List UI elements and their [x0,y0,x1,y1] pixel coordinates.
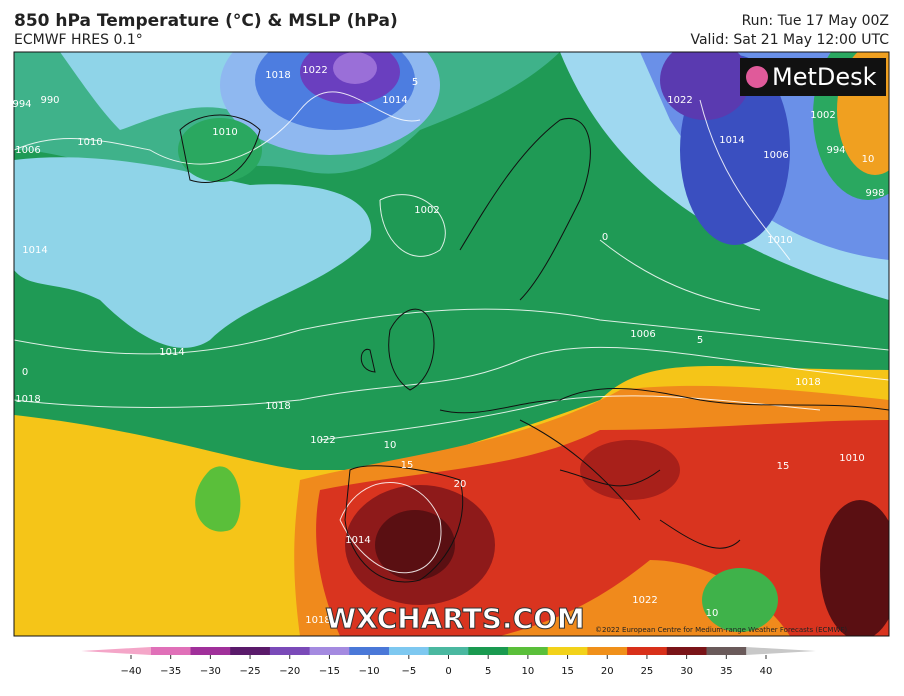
colorbar-tick-label: −15 [319,666,340,677]
isotherm-label: 5 [412,77,418,88]
colorbar-segment [508,647,549,655]
isobar-label: 1014 [345,535,370,546]
colorbar-tick-label: 40 [760,666,773,677]
isotherm-label: 20 [454,479,467,490]
colorbar-tick-label: 20 [601,666,614,677]
isobar-label: 998 [865,188,884,199]
colorbar-tick-label: 30 [680,666,693,677]
colorbar-segment [190,647,231,655]
isobar-label: 994 [12,99,31,110]
valid-time: Valid: Sat 21 May 12:00 UTC [690,32,889,48]
title: 850 hPa Temperature (°C) & MSLP (hPa) [14,11,398,31]
isobar-label: 1014 [22,245,47,256]
colorbar-tick-label: 15 [561,666,574,677]
isobar-label: 1010 [839,453,864,464]
isobar-label: 1014 [382,95,407,106]
isobar-label: 1006 [763,150,788,161]
colorbar-tick-label: −20 [279,666,300,677]
run-time: Run: Tue 17 May 00Z [742,13,889,29]
colorbar-segment [349,647,390,655]
colorbar-tick-label: −10 [359,666,380,677]
colorbar-segment [309,647,350,655]
colorbar-segment [587,647,628,655]
colorbar-tick-label: −35 [160,666,181,677]
logo-icon [746,66,768,88]
isotherm-label: 15 [401,460,414,471]
colorbar-segment [706,647,747,655]
colorbar-tick-label: −25 [240,666,261,677]
logo: MetDesk [772,63,877,91]
isobar-label: 1010 [212,127,237,138]
isotherm-label: 10 [384,440,397,451]
subtitle: ECMWF HRES 0.1° [14,32,143,48]
colorbar-tick-label: 25 [641,666,654,677]
isobar-label: 1018 [795,377,820,388]
isotherm-label: 5 [697,335,703,346]
colorbar-segment [230,647,271,655]
isobar-label: 1018 [305,615,330,626]
isotherm-label: 15 [777,461,790,472]
isobar-label: 990 [40,95,59,106]
isobar-label: 1014 [719,135,744,146]
isobar-label: 994 [826,145,845,156]
colorbar-segment [547,647,588,655]
isotherm-label: 10 [706,608,719,619]
isobar-label: 1022 [302,65,327,76]
colorbar-segment [388,647,430,655]
isobar-label: 1022 [310,435,335,446]
isobar-label: 1014 [159,347,184,358]
map [14,52,889,636]
colorbar-tick-label: 35 [720,666,733,677]
map-frame [13,51,890,637]
colorbar-segment [468,647,509,655]
isobar-label: 1018 [15,394,40,405]
isotherm-label: 0 [602,232,608,243]
isobar-label: 1010 [767,235,792,246]
colorbar-tick-label: 0 [445,666,451,677]
colorbar-tick-label: 5 [485,666,491,677]
colorbar-tick-label: 10 [522,666,535,677]
isobar-label: 1006 [15,145,40,156]
isobar-label: 1002 [414,205,439,216]
colorbar-cap [81,647,151,655]
colorbar: −40 −35 −30 −25 −20 −15 −10 −5 0 5 10 15 20 25 30 35 40 [81,647,816,677]
colorbar-segment [627,647,668,655]
copyright: ©2022 European Centre for Medium-range W… [595,626,847,634]
colorbar-tick-label: −30 [200,666,221,677]
colorbar-tick-label: −40 [120,666,141,677]
isobar-label: 1006 [630,329,655,340]
isobar-label: 1002 [810,110,835,121]
colorbar-segment [428,647,469,655]
isobar-label: 1022 [632,595,657,606]
isobar-label: 1018 [265,401,290,412]
isotherm-label: 10 [862,154,875,165]
watermark: WXCHARTS.COM [325,602,585,635]
colorbar-tick-label: −5 [401,666,416,677]
colorbar-cap [746,647,816,655]
isotherm-label: 0 [22,367,28,378]
isobar-label: 1022 [667,95,692,106]
colorbar-segment [269,647,311,655]
isobar-label: 1010 [77,137,102,148]
isobar-label: 1018 [265,70,290,81]
colorbar-segment [150,647,192,655]
colorbar-segment [666,647,707,655]
